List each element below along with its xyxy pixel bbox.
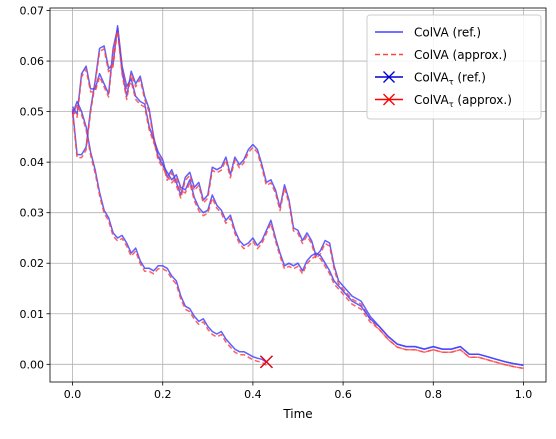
- series-path2-approx-line: [71, 30, 524, 370]
- x-tick-label: 0.8: [425, 388, 443, 401]
- y-tick-label: 0.00: [20, 358, 45, 371]
- x-axis-label: Time: [282, 407, 312, 421]
- series-path3-ref-line: [71, 100, 267, 363]
- axis-ticks: 0.0 0.2 0.4 0.6 0.8 1.0 0.00 0.01 0.02 0.03 0.04 0.…: [20, 5, 533, 401]
- legend-entry: ColVAτ (ref.): [375, 71, 486, 87]
- x-tick-label: 0.4: [244, 388, 262, 401]
- legend-label: ColVA (ref.): [414, 26, 481, 40]
- y-tick-label: 0.06: [20, 55, 45, 68]
- x-tick-label: 1.0: [515, 388, 533, 401]
- x-tick-label: 0.6: [334, 388, 352, 401]
- legend-entry: ColVAτ (approx.): [375, 93, 512, 109]
- series-layer: [71, 24, 524, 370]
- legend-entry: ColVA (approx.): [375, 48, 507, 62]
- plot-frame: [49, 7, 547, 383]
- legend-label: ColVA (approx.): [414, 48, 507, 62]
- series-path1-approx-line: [71, 27, 524, 370]
- series-path2-ref-line: [71, 27, 524, 367]
- y-tick-label: 0.03: [20, 207, 45, 220]
- legend-entry: ColVA (ref.): [375, 26, 481, 40]
- y-tick-label: 0.05: [20, 106, 45, 119]
- y-tick-label: 0.07: [20, 5, 45, 18]
- y-tick-label: 0.01: [20, 308, 45, 321]
- legend-swatch-x-b: [383, 93, 395, 106]
- legend-box: [366, 14, 542, 120]
- legend-label: ColVAτ (ref.): [414, 71, 486, 87]
- stopping-marker-approx-stroke-b: [259, 355, 273, 369]
- x-tick-label: 0.2: [154, 388, 172, 401]
- legend-swatch-x-b: [383, 71, 395, 83]
- legend: ColVA (ref.) ColVA (approx.) ColVAτ (ref.)…: [366, 14, 542, 120]
- stopping-marker-approx: [259, 355, 273, 369]
- legend-label: ColVAτ (approx.): [414, 93, 512, 109]
- y-tick-label: 0.04: [20, 156, 45, 169]
- stopping-marker-layer: [259, 355, 273, 369]
- series-path3-approx-line: [71, 103, 267, 366]
- x-tick-label: 0.0: [64, 388, 82, 401]
- grid: [50, 8, 546, 382]
- y-tick-label: 0.02: [20, 257, 45, 270]
